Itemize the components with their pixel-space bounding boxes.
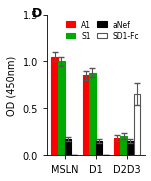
Bar	[127, 141, 133, 155]
Bar	[113, 138, 120, 155]
Y-axis label: OD (450nm): OD (450nm)	[7, 55, 17, 115]
Legend: A1, S1, aNef, SD1-Fc: A1, S1, aNef, SD1-Fc	[64, 19, 140, 42]
Bar	[82, 76, 89, 155]
Bar	[58, 62, 64, 155]
Bar	[89, 73, 95, 155]
Bar	[51, 57, 58, 155]
Bar	[64, 139, 71, 155]
Bar	[133, 94, 140, 155]
Bar	[120, 136, 127, 155]
Text: D: D	[32, 7, 42, 20]
Bar	[95, 141, 102, 155]
